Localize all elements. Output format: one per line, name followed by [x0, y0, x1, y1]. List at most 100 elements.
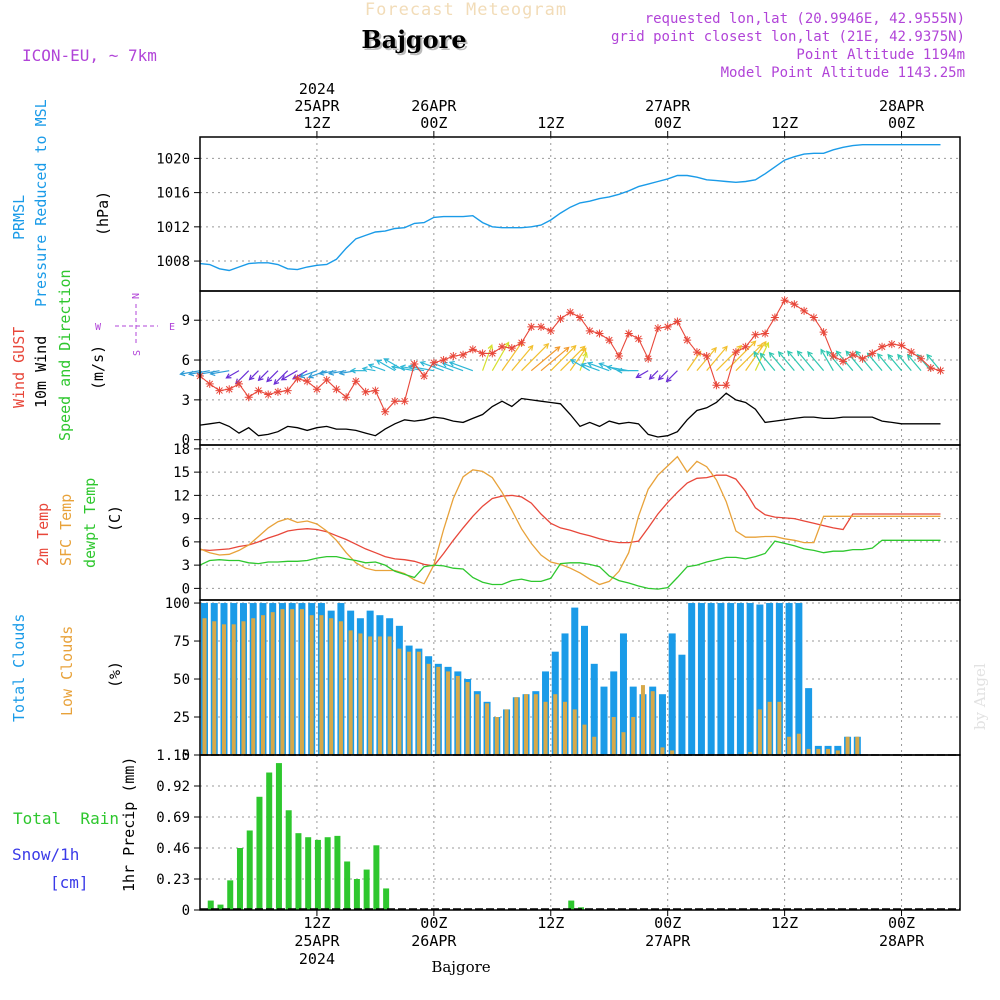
arrow-shaft [569, 348, 587, 371]
total-cloud-bar [610, 671, 618, 755]
y-tick-label: 3 [182, 393, 190, 409]
wind-direction-arrow [665, 370, 678, 383]
arrow-head [327, 370, 335, 376]
grid-point-coords: grid point closest lon,lat (21E, 42.9375… [611, 29, 965, 45]
low-cloud-bar [748, 751, 753, 755]
arrow-shaft [778, 351, 795, 372]
low-cloud-bar [231, 624, 236, 755]
y-tick-label: 0.69 [156, 810, 190, 826]
top-time-label: 00Z [654, 114, 681, 132]
gust-marker [507, 344, 516, 353]
arrow-head [877, 353, 883, 360]
rain-bar [353, 879, 360, 910]
gust-marker [761, 329, 770, 338]
total-rain-label: Total Rain [13, 809, 119, 828]
low-cloud-bar [524, 694, 529, 755]
t2m-label: 2m Temp [34, 503, 52, 566]
gust-marker [381, 407, 390, 416]
arrow-head [665, 376, 672, 383]
arrow-shaft [362, 367, 376, 372]
low-cloud-bar [290, 609, 295, 755]
gust-marker [244, 393, 253, 402]
low-cloud-bar [309, 615, 314, 755]
arrow-head [835, 350, 842, 357]
gust-marker [917, 354, 926, 363]
low-cloud-bar [475, 694, 480, 755]
bottom-time-label: 27APR [645, 932, 691, 950]
arrow-head [399, 364, 406, 371]
bottom-time-label: 28APR [879, 932, 925, 950]
gust-marker [303, 377, 312, 386]
arrow-shaft [787, 350, 805, 372]
wind-direction-arrow [657, 370, 669, 381]
low-cloud-bar [202, 618, 207, 755]
arrow-shaft [887, 354, 902, 372]
prmsl-label: PRMSL [10, 195, 28, 240]
top-time-label: 12Z [771, 114, 798, 132]
arrow-head [407, 364, 414, 370]
wind-direction-arrow [266, 370, 279, 383]
y-tick-label: 1012 [156, 220, 190, 236]
total-cloud-bar [795, 603, 803, 755]
chart-title: Forecast Meteogram [365, 0, 567, 20]
gust-marker [624, 329, 633, 338]
gust-marker [420, 371, 429, 380]
snow-unit-label: [cm] [50, 873, 89, 892]
arrow-shaft [820, 349, 834, 371]
gust-marker [839, 357, 848, 366]
bottom-time-label: 12Z [303, 914, 330, 932]
rain-bar [363, 869, 370, 910]
gust-marker [410, 360, 419, 369]
gust-marker [653, 324, 662, 333]
wind-direction-arrow [257, 370, 269, 382]
precip-axis-label: 1hr Precip (mm) [120, 757, 138, 892]
total-cloud-bar [717, 603, 725, 755]
gust-marker [254, 386, 263, 395]
arrow-shaft [299, 370, 318, 378]
gust-marker [907, 348, 916, 357]
low-cloud-bar [212, 621, 217, 755]
low-cloud-bar [563, 701, 568, 755]
point-altitude: Point Altitude 1194m [796, 47, 965, 63]
low-cloud-bar [426, 663, 431, 755]
gust-marker [371, 386, 380, 395]
direction-label: Speed and Direction [56, 269, 74, 441]
arrow-shaft [308, 370, 327, 378]
top-time-label: 00Z [420, 114, 447, 132]
gust-marker [702, 352, 711, 361]
low-cloud-bar [377, 636, 382, 755]
y-tick-label: 0 [182, 581, 190, 597]
wind-direction-arrow [540, 346, 570, 372]
gust-marker [566, 308, 575, 317]
gust-marker [897, 341, 906, 350]
gust-marker [342, 393, 351, 402]
low-cloud-bar [368, 636, 373, 755]
panels: 1008101210161020036903691215180255075100… [156, 136, 961, 919]
bottom-time-label: 00Z [420, 914, 447, 932]
arrow-shaft [753, 351, 766, 371]
total-cloud-bar [746, 603, 754, 755]
gust-marker [731, 348, 740, 357]
gust-marker [215, 386, 224, 395]
arrow-shaft [745, 341, 767, 371]
gust-marker [858, 354, 867, 363]
gust-marker [770, 313, 779, 322]
arrow-head [563, 346, 570, 353]
wind-direction-arrow [235, 370, 250, 385]
arrow-head [598, 362, 605, 368]
rain-bar [256, 796, 263, 910]
gust-marker [605, 336, 614, 345]
low-cloud-bar [329, 618, 334, 755]
y-tick-label: 9 [182, 313, 190, 329]
top-time-label: 12Z [537, 114, 564, 132]
precip-panel-labels: Total Rain Snow/1h [cm] 1hr Precip (mm) [12, 757, 138, 892]
arrow-head [188, 370, 195, 377]
gust-marker [868, 349, 877, 358]
gust-marker [225, 385, 234, 394]
arrow-head [307, 373, 314, 379]
arrow-shaft [266, 370, 279, 382]
y-tick-label: 1020 [156, 151, 190, 167]
y-tick-label: 25 [173, 710, 190, 726]
bottom-time-label: 12Z [537, 914, 564, 932]
prmsl-line [199, 144, 941, 272]
